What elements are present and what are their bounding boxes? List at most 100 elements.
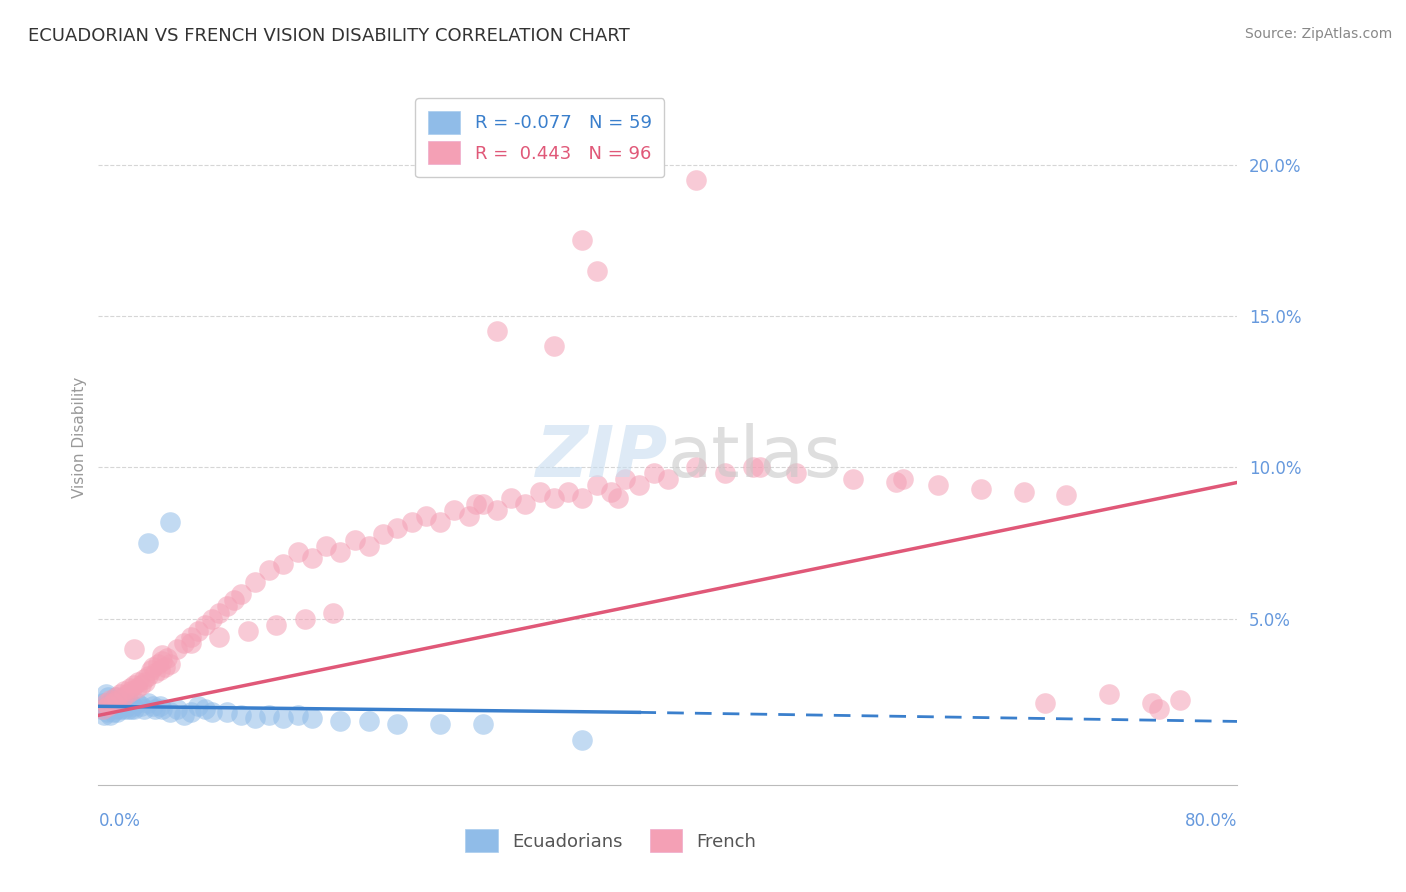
Point <box>117 702 139 716</box>
Point <box>101 696 124 710</box>
Point <box>471 717 494 731</box>
Point <box>194 702 217 716</box>
Point <box>557 484 579 499</box>
Point <box>145 702 167 716</box>
Point <box>152 648 174 662</box>
Point <box>122 641 145 656</box>
Point <box>105 706 128 720</box>
Point <box>1170 693 1192 707</box>
Point <box>105 693 128 707</box>
Point <box>884 475 907 490</box>
Point <box>136 536 159 550</box>
Point <box>127 675 149 690</box>
Point <box>201 611 224 625</box>
Point <box>571 732 593 747</box>
Point <box>114 696 136 710</box>
Point <box>149 699 172 714</box>
Point <box>301 711 323 725</box>
Point <box>543 339 565 353</box>
Point <box>98 696 121 710</box>
Point <box>343 533 366 547</box>
Point <box>91 702 114 716</box>
Point <box>129 699 152 714</box>
Point <box>714 467 737 481</box>
Point <box>108 687 131 701</box>
Point <box>120 702 142 716</box>
Point <box>236 624 259 638</box>
Point <box>357 714 380 729</box>
Point <box>571 234 593 248</box>
Point <box>104 702 127 716</box>
Point <box>287 708 309 723</box>
Point <box>145 666 167 681</box>
Point <box>229 587 252 601</box>
Point <box>329 714 352 729</box>
Point <box>457 508 479 523</box>
Point <box>166 641 188 656</box>
Point <box>486 324 509 338</box>
Point <box>614 472 637 486</box>
Point <box>121 699 143 714</box>
Point <box>1098 687 1121 701</box>
Point <box>543 491 565 505</box>
Point <box>243 575 266 590</box>
Point <box>101 693 124 707</box>
Point <box>429 717 451 731</box>
Point <box>149 663 172 677</box>
Point <box>294 611 316 625</box>
Point <box>132 702 155 716</box>
Point <box>180 706 202 720</box>
Point <box>515 497 537 511</box>
Point <box>785 467 807 481</box>
Point <box>1140 696 1163 710</box>
Point <box>657 472 679 486</box>
Point <box>842 472 865 486</box>
Point <box>97 699 120 714</box>
Point <box>173 636 195 650</box>
Point <box>891 472 914 486</box>
Point <box>111 699 134 714</box>
Point <box>628 128 651 142</box>
Point <box>571 491 593 505</box>
Point <box>1147 702 1170 716</box>
Point <box>94 696 117 710</box>
Point <box>101 706 124 720</box>
Point <box>105 699 128 714</box>
Point <box>152 654 174 668</box>
Point <box>501 491 523 505</box>
Point <box>208 630 231 644</box>
Point <box>607 491 630 505</box>
Point <box>98 693 121 707</box>
Point <box>529 484 551 499</box>
Point <box>970 482 993 496</box>
Point <box>464 497 486 511</box>
Y-axis label: Vision Disability: Vision Disability <box>72 376 87 498</box>
Point <box>415 508 437 523</box>
Point <box>97 702 120 716</box>
Point <box>141 699 163 714</box>
Point <box>118 696 141 710</box>
Point <box>134 675 156 690</box>
Point <box>215 599 238 614</box>
Point <box>90 702 112 716</box>
Point <box>129 678 152 692</box>
Point <box>685 173 707 187</box>
Point <box>471 497 494 511</box>
Point <box>180 636 202 650</box>
Point <box>215 706 238 720</box>
Point <box>187 699 209 714</box>
Text: ECUADORIAN VS FRENCH VISION DISABILITY CORRELATION CHART: ECUADORIAN VS FRENCH VISION DISABILITY C… <box>28 27 630 45</box>
Text: Source: ZipAtlas.com: Source: ZipAtlas.com <box>1244 27 1392 41</box>
Point <box>301 551 323 566</box>
Point <box>115 687 138 701</box>
Point <box>103 696 125 710</box>
Point <box>94 699 117 714</box>
Point <box>927 478 949 492</box>
Point <box>112 684 135 698</box>
Point <box>387 521 409 535</box>
Point <box>111 690 134 705</box>
Point <box>373 527 395 541</box>
Point <box>273 557 295 571</box>
Text: 80.0%: 80.0% <box>1185 812 1237 830</box>
Point <box>194 617 217 632</box>
